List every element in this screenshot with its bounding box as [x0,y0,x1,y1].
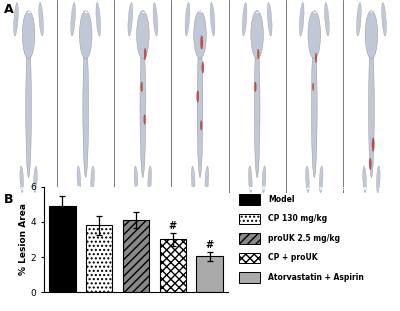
Ellipse shape [197,39,203,177]
Ellipse shape [308,11,320,59]
Ellipse shape [128,2,133,36]
Text: proUK: proUK [247,186,267,191]
Ellipse shape [136,11,149,59]
Ellipse shape [144,115,146,124]
Ellipse shape [34,166,37,193]
Ellipse shape [20,166,24,193]
Ellipse shape [242,2,247,36]
Ellipse shape [363,166,366,193]
Ellipse shape [141,82,142,92]
Text: 2: 2 [83,6,88,15]
Ellipse shape [185,2,190,36]
Ellipse shape [202,62,204,73]
FancyBboxPatch shape [239,214,260,224]
Ellipse shape [324,2,329,36]
Ellipse shape [80,11,92,59]
Text: Atorvastatin + Aspirin: Atorvastatin + Aspirin [334,186,400,191]
Ellipse shape [77,166,81,193]
Ellipse shape [254,39,260,177]
Text: CP + proUK: CP + proUK [295,186,333,191]
Ellipse shape [251,11,264,59]
Text: Atorvastatin + Aspirin: Atorvastatin + Aspirin [268,273,364,282]
Ellipse shape [368,39,374,177]
Ellipse shape [83,39,88,177]
FancyBboxPatch shape [239,272,260,283]
Text: #: # [206,240,214,250]
Ellipse shape [258,49,259,59]
Ellipse shape [200,36,203,49]
Ellipse shape [382,2,386,36]
Text: 3: 3 [140,6,146,15]
Ellipse shape [372,138,374,151]
Ellipse shape [153,2,158,36]
Ellipse shape [144,48,146,60]
FancyBboxPatch shape [239,253,260,263]
Ellipse shape [319,166,323,193]
Text: CP: CP [196,186,204,191]
Text: 7: 7 [368,6,374,15]
Text: HFD (8wks): HFD (8wks) [67,186,105,191]
Ellipse shape [26,39,32,177]
Ellipse shape [210,2,215,36]
Ellipse shape [315,53,317,63]
Text: #: # [169,221,177,231]
Ellipse shape [14,2,18,36]
Text: CP + proUK: CP + proUK [268,253,318,262]
Ellipse shape [39,2,44,36]
Text: 4: 4 [197,6,203,15]
Ellipse shape [248,166,252,193]
Bar [86,225,112,292]
Text: 1: 1 [26,6,32,15]
Bar [49,206,76,292]
Ellipse shape [134,166,138,193]
Ellipse shape [91,166,94,193]
Text: Model: Model [133,186,153,191]
Ellipse shape [22,11,35,59]
Text: A: A [4,3,14,16]
Bar [123,220,149,292]
Ellipse shape [369,158,371,170]
Ellipse shape [299,2,304,36]
Ellipse shape [71,2,76,36]
Ellipse shape [194,11,206,59]
Ellipse shape [96,2,101,36]
Ellipse shape [140,39,146,177]
Text: 5: 5 [254,6,260,15]
Bar [196,256,223,292]
FancyBboxPatch shape [239,233,260,244]
Ellipse shape [254,82,256,92]
Text: Chow diet: Chow diet [12,186,45,191]
Text: 6: 6 [312,6,317,15]
Ellipse shape [306,166,309,193]
Ellipse shape [376,166,380,193]
Ellipse shape [312,39,317,177]
Ellipse shape [148,166,152,193]
Text: CP 130 mg/kg: CP 130 mg/kg [268,214,327,223]
Ellipse shape [267,2,272,36]
Ellipse shape [312,83,314,91]
Text: Model: Model [268,195,294,204]
Y-axis label: % Lesion Area: % Lesion Area [19,203,28,276]
Ellipse shape [356,2,361,36]
Text: proUK 2.5 mg/kg: proUK 2.5 mg/kg [268,234,340,243]
Text: B: B [4,193,14,206]
Ellipse shape [200,120,202,130]
Ellipse shape [191,166,195,193]
FancyBboxPatch shape [239,194,260,205]
Bar [160,239,186,292]
Ellipse shape [262,166,266,193]
Ellipse shape [197,91,199,102]
Ellipse shape [205,166,209,193]
Ellipse shape [365,11,378,59]
